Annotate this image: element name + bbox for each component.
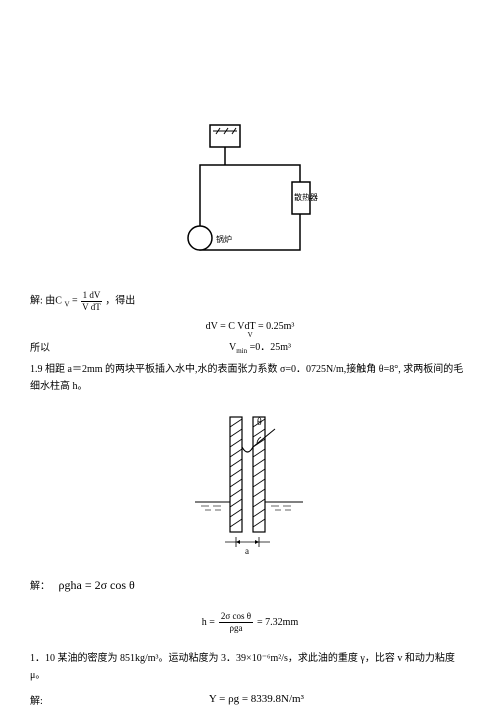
- eq4-prefix: 解：: [30, 581, 50, 592]
- eq3-rhs: =0．25m³: [250, 342, 291, 353]
- eq1-eq: =: [72, 296, 80, 307]
- eq5-frac: 2σ cos θ ρga: [219, 611, 253, 634]
- radiator-label: 散热器: [294, 192, 318, 202]
- eq1-num: 1 dV: [81, 290, 103, 302]
- boiler-label: 锅炉: [216, 234, 232, 244]
- theta-label: θ: [257, 417, 262, 428]
- eq4-formula: ρgha = 2σ cos θ: [59, 578, 135, 592]
- heating-loop-svg: 散热器 锅炉: [170, 120, 330, 270]
- eq4-line: 解： ρgha = 2σ cos θ: [30, 575, 470, 595]
- p110: 1．10 某油的密度为 851kg/m³。运动粘度为 3．39×10⁻⁶m²/s…: [30, 650, 470, 684]
- p19: 1.9 相距 a＝2mm 的两块平板插入水中,水的表面张力系数 σ=0．0725…: [30, 361, 470, 395]
- capillary-svg: θ a: [175, 407, 325, 557]
- p19-text: 1.9 相距 a＝2mm 的两块平板插入水中,水的表面张力系数 σ=0．0725…: [30, 364, 463, 392]
- p110-text: 1．10 某油的密度为 851kg/m³。运动粘度为 3．39×10⁻⁶m²/s…: [30, 653, 455, 681]
- eq3-row: 所以 Vmin =0．25m³: [30, 338, 470, 355]
- eq3-sub: min: [236, 347, 247, 355]
- eq3-center: Vmin =0．25m³: [50, 338, 470, 355]
- eq5-rhs: = 7.32mm: [257, 617, 298, 628]
- eq1-sub: V: [64, 301, 69, 309]
- eq5-den: ρga: [227, 623, 244, 634]
- eq5-num: 2σ cos θ: [219, 611, 253, 623]
- a-label: a: [245, 546, 249, 556]
- eq2-sub: V: [248, 331, 253, 339]
- eq1-prefix: 解: 由C: [30, 296, 62, 307]
- eq5-line: h = 2σ cos θ ρga = 7.32mm: [30, 611, 470, 634]
- figure-heating-loop: 散热器 锅炉: [30, 120, 470, 270]
- eq1-line: 解: 由C V = 1 dV V dT ，得出: [30, 290, 470, 313]
- eq6-formula: Y = ρg = 8339.8N/m³: [43, 693, 470, 705]
- eq6-line: 解: Y = ρg = 8339.8N/m³: [30, 692, 470, 707]
- eq6-prefix: 解:: [30, 692, 43, 707]
- eq1-frac: 1 dV V dT: [80, 290, 103, 313]
- figure-capillary: θ a: [30, 407, 470, 557]
- eq5-lhs: h =: [202, 617, 215, 628]
- eq2-line: dV = C VdT = 0.25m³ V: [30, 321, 470, 332]
- therefore: 所以: [30, 339, 50, 354]
- eq1-suffix: ，得出: [105, 296, 135, 307]
- eq1-den: V dT: [80, 302, 103, 313]
